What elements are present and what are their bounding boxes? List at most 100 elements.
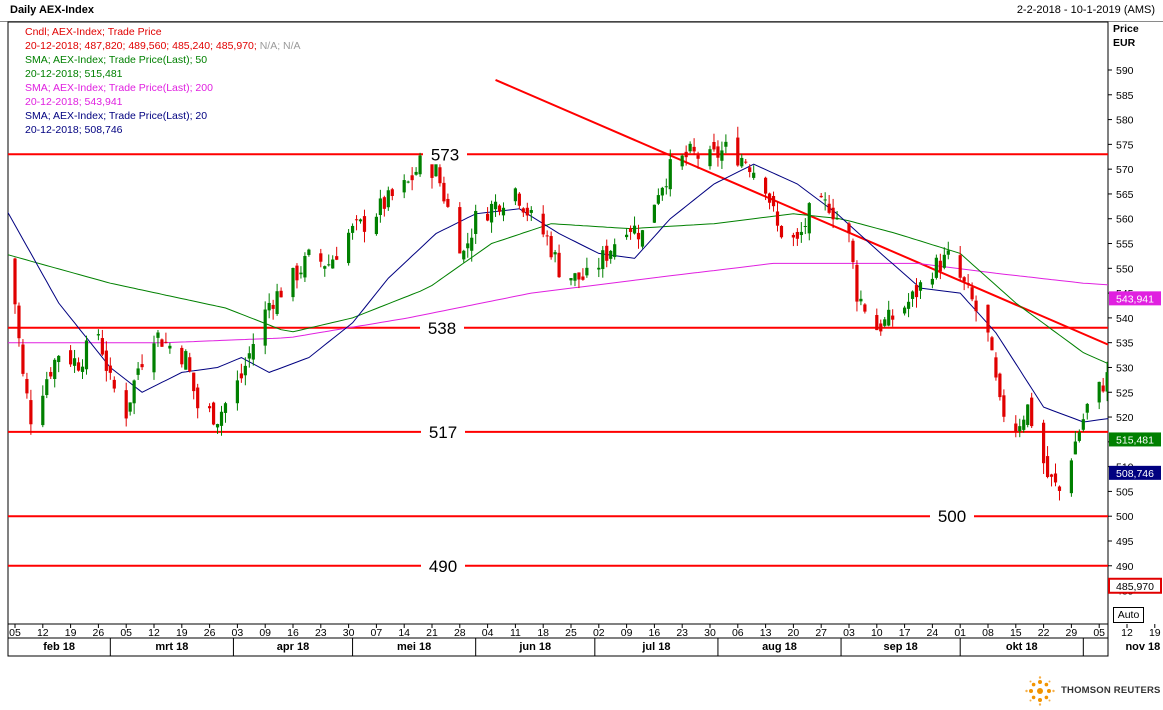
candle bbox=[557, 244, 561, 278]
x-tick-label: 26 bbox=[204, 627, 216, 639]
candle bbox=[712, 133, 716, 152]
x-tick-label: 25 bbox=[565, 627, 577, 639]
candle bbox=[736, 126, 740, 167]
candle bbox=[1125, 373, 1128, 388]
candle bbox=[827, 195, 831, 215]
candle bbox=[883, 316, 887, 328]
candle-body bbox=[291, 267, 295, 298]
candle bbox=[84, 335, 89, 375]
candle-body bbox=[100, 338, 104, 355]
candle bbox=[346, 229, 351, 266]
candle-body bbox=[1, 257, 4, 258]
legend-line: 20-12-2018; 543,941 bbox=[25, 96, 123, 108]
candle bbox=[914, 278, 919, 308]
auto-scale-button[interactable]: Auto bbox=[1113, 607, 1144, 623]
candle-body bbox=[390, 189, 394, 196]
candle bbox=[668, 149, 672, 197]
level-label: 538 bbox=[428, 319, 456, 338]
candle bbox=[632, 216, 637, 235]
candle bbox=[799, 222, 803, 243]
candle bbox=[247, 346, 251, 368]
date-range: 2-2-2018 - 10-1-2019 (AMS) bbox=[1016, 4, 1155, 16]
candle bbox=[29, 389, 33, 435]
candle-body bbox=[986, 304, 990, 333]
x-tick-label: 17 bbox=[899, 627, 911, 639]
candle-body bbox=[752, 172, 756, 178]
candle-body bbox=[1022, 419, 1026, 430]
candle-body bbox=[1097, 381, 1101, 403]
last-value-tag: 485,970 bbox=[1108, 577, 1162, 594]
candle bbox=[684, 145, 688, 166]
candle bbox=[577, 272, 581, 289]
candle-body bbox=[406, 181, 410, 183]
candle-body bbox=[271, 304, 275, 309]
level-label-bg bbox=[420, 317, 464, 338]
last-value-tag: 543,941 bbox=[1109, 291, 1161, 306]
candle-body bbox=[823, 199, 827, 201]
candle-body bbox=[883, 319, 887, 326]
candle bbox=[652, 204, 656, 224]
candle-body bbox=[152, 343, 156, 373]
candle bbox=[140, 354, 144, 371]
candle bbox=[1002, 389, 1006, 423]
x-tick-label: 12 bbox=[148, 627, 160, 639]
price-axis-label: Price bbox=[1113, 23, 1139, 35]
candle bbox=[279, 287, 283, 298]
candle bbox=[327, 254, 331, 267]
brand-name: THOMSON REUTERS bbox=[1061, 685, 1161, 696]
candle bbox=[350, 223, 355, 240]
candle-body bbox=[763, 177, 768, 194]
candle-body bbox=[779, 225, 784, 238]
candle bbox=[986, 304, 990, 342]
x-tick-label: 23 bbox=[315, 627, 327, 639]
candle-body bbox=[529, 210, 533, 213]
candle bbox=[1026, 404, 1030, 428]
candle-body bbox=[168, 345, 172, 349]
candle-body bbox=[1085, 403, 1089, 413]
candle bbox=[767, 192, 772, 210]
candle-body bbox=[132, 380, 136, 404]
x-tick-label: 30 bbox=[704, 627, 716, 639]
month-label: mei 18 bbox=[397, 641, 431, 653]
candle bbox=[692, 138, 696, 156]
candle-body bbox=[362, 216, 367, 232]
candle-body bbox=[1129, 377, 1132, 382]
candle bbox=[410, 167, 414, 191]
candle-body bbox=[80, 366, 85, 372]
candle bbox=[517, 192, 521, 210]
candle bbox=[934, 254, 938, 280]
candle bbox=[303, 252, 307, 282]
candle-body bbox=[430, 157, 434, 178]
candle-body bbox=[346, 232, 351, 264]
y-tick-label: 565 bbox=[1116, 189, 1134, 201]
candle-body bbox=[243, 365, 247, 376]
y-tick-label: 580 bbox=[1116, 115, 1134, 127]
candle-body bbox=[974, 300, 978, 312]
x-tick-label: 14 bbox=[398, 627, 410, 639]
x-tick-label: 13 bbox=[760, 627, 772, 639]
x-tick-label: 23 bbox=[676, 627, 688, 639]
candle-body bbox=[613, 244, 617, 258]
candle bbox=[1022, 415, 1026, 433]
candle bbox=[485, 207, 490, 222]
last-value-tag: 515,481 bbox=[1109, 432, 1161, 447]
candle-body bbox=[223, 403, 228, 413]
candle-body bbox=[771, 195, 776, 207]
candle bbox=[1081, 413, 1085, 432]
month-label: aug 18 bbox=[762, 641, 797, 653]
candle bbox=[307, 248, 311, 257]
candle-body bbox=[13, 258, 17, 305]
y-axis: 4854904955005055105155205255305355405455… bbox=[1108, 65, 1134, 598]
candle bbox=[609, 249, 613, 264]
candle-body bbox=[180, 347, 184, 365]
candle bbox=[1141, 378, 1144, 405]
candle-body bbox=[585, 267, 589, 276]
candle-body bbox=[628, 228, 633, 232]
candle-body bbox=[21, 344, 25, 374]
candle-body bbox=[1045, 456, 1050, 478]
candle bbox=[1085, 402, 1089, 420]
candle-body bbox=[688, 143, 692, 152]
candle-body bbox=[263, 309, 267, 346]
candle-body bbox=[275, 291, 279, 315]
